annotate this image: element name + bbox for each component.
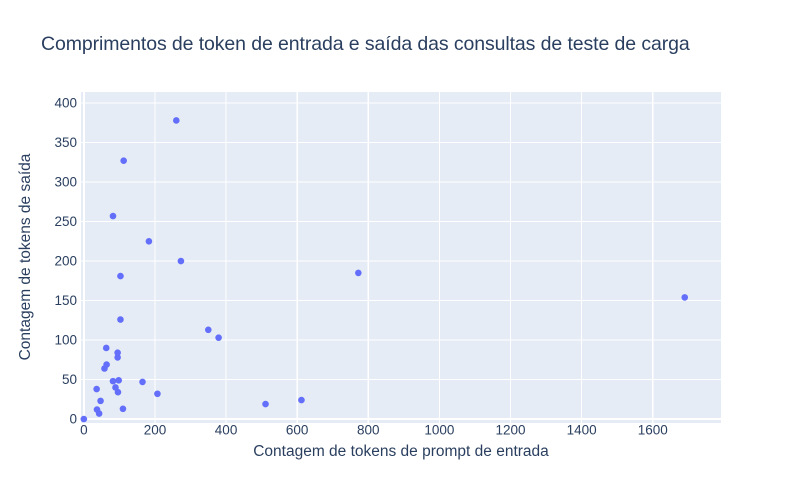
data-point[interactable]: [139, 378, 146, 386]
y-tick-label: 200: [54, 254, 77, 269]
data-point[interactable]: [120, 157, 127, 165]
data-point[interactable]: [102, 344, 110, 352]
data-point[interactable]: [262, 400, 269, 408]
data-point[interactable]: [145, 238, 153, 245]
y-tick-label: 250: [54, 214, 77, 229]
x-tick-label: 600: [286, 423, 309, 438]
x-tick-label: 200: [144, 423, 167, 438]
y-tick-label: 150: [54, 293, 77, 308]
chart-title: Comprimentos de token de entrada e saída…: [41, 33, 690, 55]
plot-background: [81, 92, 721, 423]
data-point[interactable]: [117, 272, 124, 280]
data-point[interactable]: [154, 390, 161, 398]
data-point[interactable]: [109, 212, 117, 220]
x-tick-label: 400: [215, 423, 238, 438]
y-tick-label: 50: [62, 372, 77, 387]
data-point[interactable]: [177, 257, 185, 265]
data-point[interactable]: [114, 349, 121, 356]
y-tick-label: 100: [54, 333, 77, 348]
data-point[interactable]: [93, 385, 100, 393]
data-point[interactable]: [355, 269, 362, 277]
data-point[interactable]: [681, 294, 689, 301]
data-point[interactable]: [172, 117, 180, 124]
data-point[interactable]: [204, 326, 212, 334]
x-axis-title: Contagem de tokens de prompt de entrada: [253, 443, 549, 460]
y-tick-label: 400: [54, 96, 77, 111]
y-tick-label: 300: [54, 175, 77, 190]
data-point[interactable]: [97, 397, 104, 405]
data-point[interactable]: [215, 334, 222, 341]
x-tick-label: 1600: [638, 423, 668, 438]
data-point[interactable]: [95, 410, 103, 417]
x-tick-label: 1400: [567, 423, 597, 438]
x-tick-label: 800: [357, 423, 380, 438]
x-tick-label: 0: [80, 423, 88, 438]
y-tick-label: 350: [54, 135, 77, 150]
data-point[interactable]: [109, 377, 117, 385]
data-point[interactable]: [114, 388, 122, 396]
x-tick-label: 1200: [495, 423, 525, 438]
data-point[interactable]: [119, 405, 127, 413]
data-point[interactable]: [117, 316, 124, 323]
data-point[interactable]: [114, 354, 121, 361]
data-point[interactable]: [115, 377, 122, 384]
data-point[interactable]: [298, 396, 305, 404]
data-point[interactable]: [103, 361, 110, 368]
x-tick-label: 1000: [424, 423, 454, 438]
y-tick-label: 0: [69, 412, 77, 427]
y-axis-title-text: Contagem de tokens de saída: [17, 153, 34, 361]
data-point[interactable]: [80, 415, 88, 423]
